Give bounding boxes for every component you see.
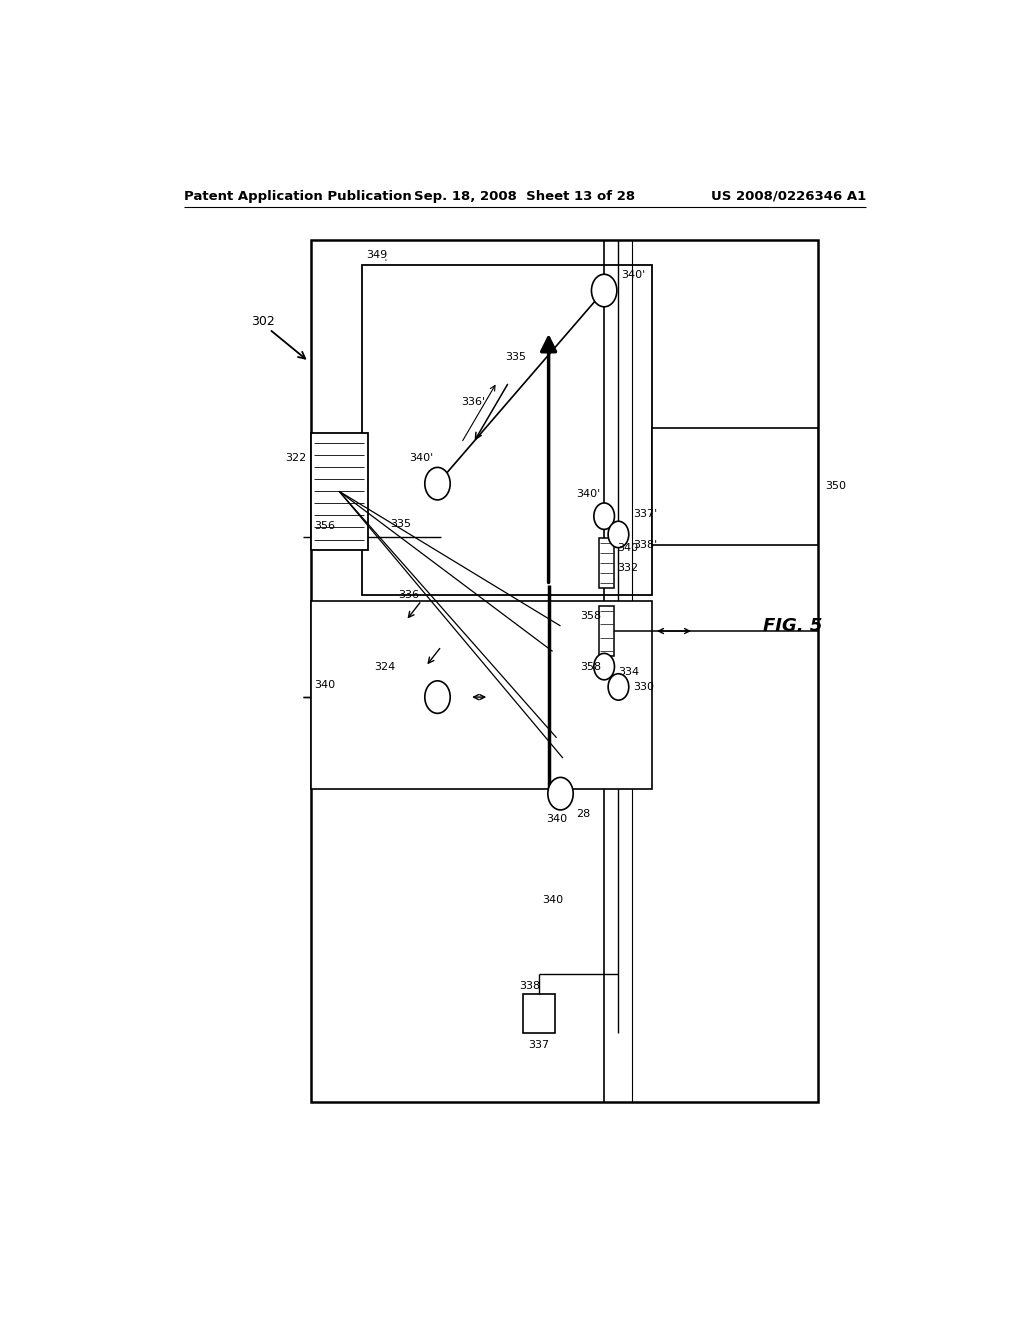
Text: 335: 335 [390,519,411,529]
Text: 336': 336' [461,397,485,408]
Text: 337': 337' [633,510,657,519]
Text: Patent Application Publication: Patent Application Publication [183,190,412,202]
Text: 337: 337 [528,1040,550,1049]
Circle shape [425,681,451,713]
Text: FIG. 5: FIG. 5 [763,616,822,635]
Text: 340': 340' [575,488,600,499]
Text: 340: 340 [616,543,638,553]
Text: 324: 324 [374,661,395,672]
Text: US 2008/0226346 A1: US 2008/0226346 A1 [711,190,866,202]
Text: 302: 302 [251,314,274,327]
Text: 322: 322 [286,453,306,463]
Circle shape [608,521,629,548]
Text: 338: 338 [519,981,541,991]
Bar [310,601,652,788]
Text: 358: 358 [581,661,601,672]
Circle shape [592,275,616,306]
Circle shape [594,653,614,680]
Text: 340: 340 [546,814,567,824]
Text: 334: 334 [618,667,640,677]
Circle shape [594,503,614,529]
Bar [652,428,818,545]
Text: 340': 340' [410,453,433,463]
Bar [310,240,818,1102]
Text: 338': 338' [633,540,657,549]
Bar [362,265,652,595]
Text: 356: 356 [314,521,336,532]
Text: 335: 335 [505,351,526,362]
Text: Sep. 18, 2008  Sheet 13 of 28: Sep. 18, 2008 Sheet 13 of 28 [415,190,635,202]
Text: 350: 350 [824,482,846,491]
Text: 332: 332 [616,564,638,573]
Bar [599,606,614,656]
Text: 336: 336 [397,590,419,601]
Text: 330: 330 [633,682,653,692]
Text: 349: 349 [367,249,387,260]
Circle shape [548,777,573,810]
Text: 28: 28 [577,809,591,818]
Circle shape [425,467,451,500]
Text: 340': 340' [621,271,645,280]
Text: 358: 358 [581,611,601,620]
Bar [599,537,614,589]
Bar [523,994,555,1032]
Text: 340: 340 [314,680,336,690]
Text: 340: 340 [542,895,563,906]
Circle shape [608,673,629,700]
Bar [310,433,368,549]
